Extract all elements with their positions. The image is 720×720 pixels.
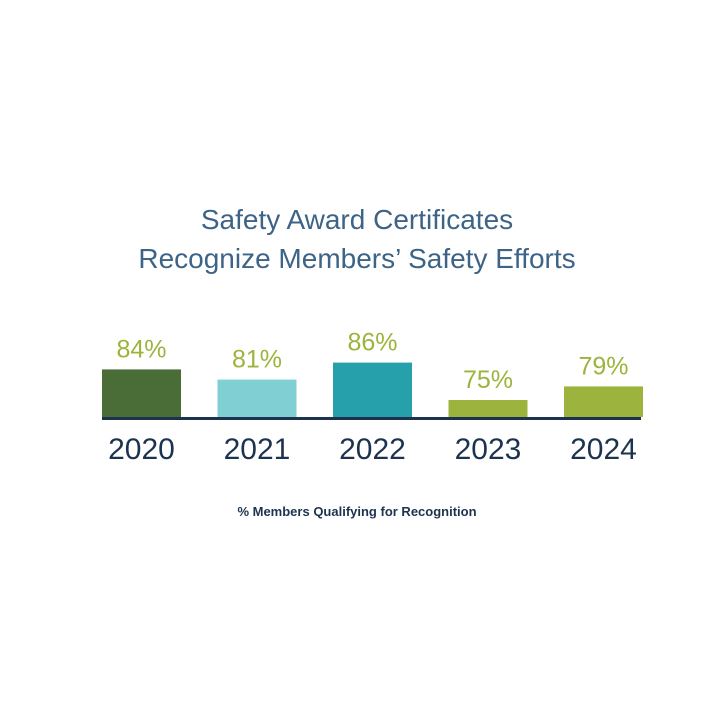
- bar-2024: [564, 386, 643, 417]
- value-labels-group: 84% 81% 86% 75% 79%: [116, 329, 628, 394]
- value-label-2021: 81%: [232, 346, 282, 374]
- value-label-2023: 75%: [463, 366, 513, 394]
- bar-2020: [102, 369, 181, 417]
- year-label-2020: 2020: [108, 433, 175, 466]
- year-labels-group: 2020 2021 2022 2023 2024: [108, 433, 637, 466]
- x-axis-label: % Members Qualifying for Recognition: [237, 504, 476, 519]
- value-label-2024: 79%: [578, 352, 628, 380]
- value-label-2020: 84%: [116, 335, 166, 363]
- bar-2022: [333, 362, 412, 417]
- bar-2021: [217, 379, 297, 417]
- year-label-2022: 2022: [339, 433, 406, 466]
- chart-subtitle: Recognize Members’ Safety Efforts: [138, 243, 575, 274]
- bars-group: [102, 362, 643, 417]
- year-label-2021: 2021: [224, 433, 291, 466]
- bar-2023: [448, 400, 528, 417]
- value-label-2022: 86%: [347, 329, 397, 357]
- chart-title: Safety Award Certificates: [201, 204, 513, 235]
- year-label-2024: 2024: [570, 433, 637, 466]
- year-label-2023: 2023: [455, 433, 522, 466]
